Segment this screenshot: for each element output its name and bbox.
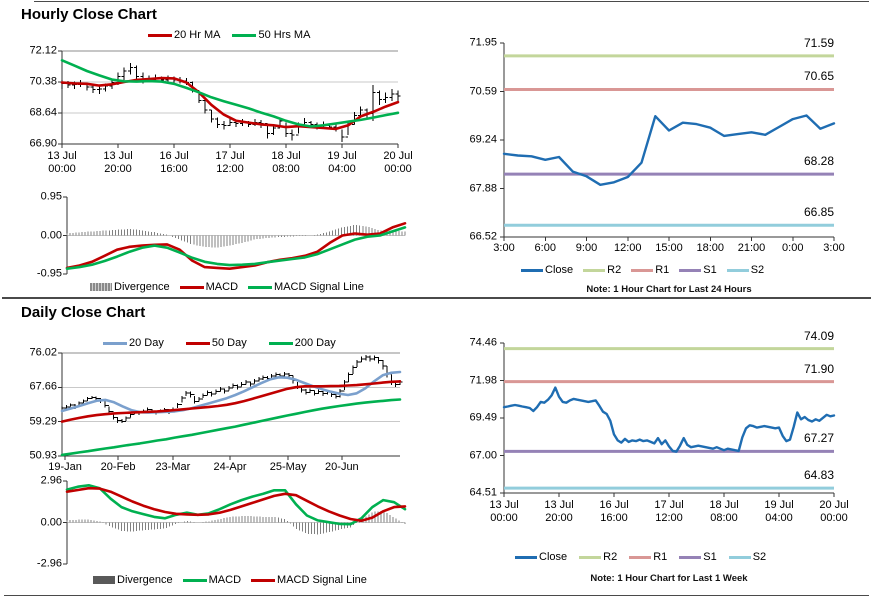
separator-line-middle — [2, 297, 871, 299]
hourly-sr-note: Note: 1 Hour Chart for Last 24 Hours — [586, 284, 752, 295]
separator-line-bottom — [4, 595, 869, 596]
separator-line-top — [34, 1, 869, 2]
daily-section-title: Daily Close Chart — [21, 304, 146, 321]
daily-sr-note: Note: 1 Hour Chart for Last 1 Week — [590, 573, 748, 584]
hourly-section-title: Hourly Close Chart — [21, 6, 157, 23]
